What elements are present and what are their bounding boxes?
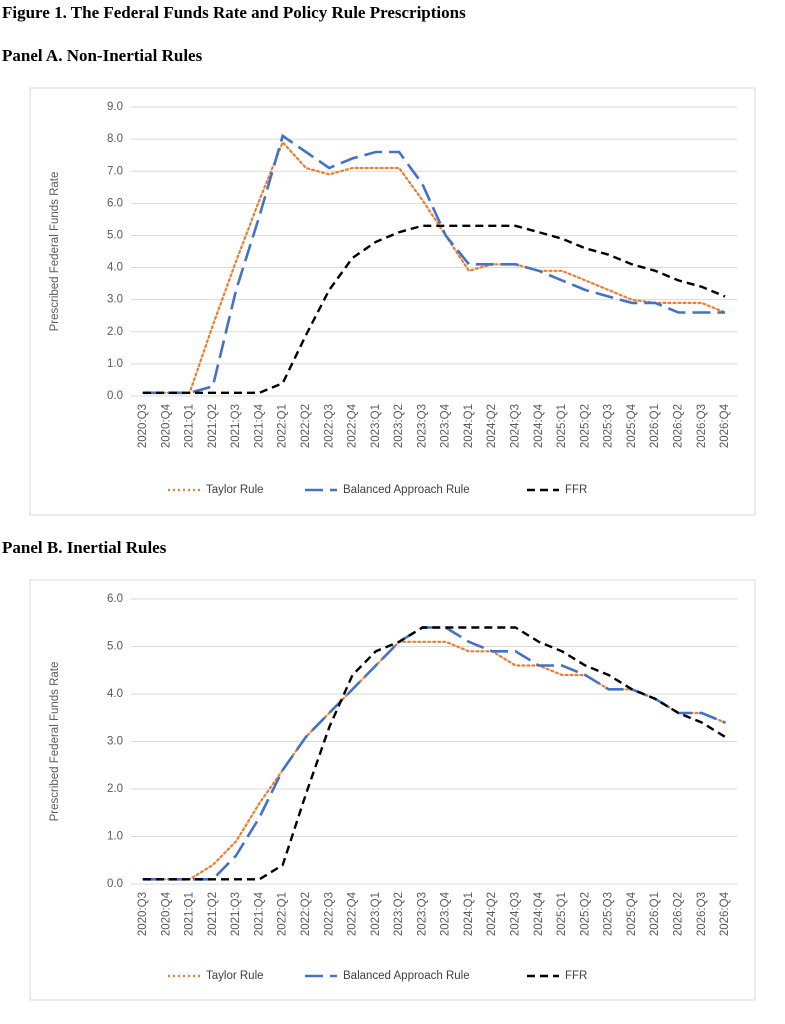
- legend-label: Balanced Approach Rule: [343, 970, 470, 982]
- x-tick-label: 2026:Q1: [649, 892, 661, 936]
- y-tick-label: 1.0: [107, 358, 123, 370]
- y-tick-label: 2.0: [107, 783, 123, 795]
- x-tick-label: 2020:Q3: [137, 892, 149, 936]
- y-axis-label: Prescribed Federal Funds Rate: [49, 172, 61, 332]
- x-tick-label: 2024:Q3: [510, 404, 522, 448]
- x-tick-label: 2025:Q2: [579, 892, 591, 936]
- series-line: [143, 626, 726, 881]
- x-tick-label: 2023:Q1: [370, 892, 382, 936]
- figure-title: Figure 1. The Federal Funds Rate and Pol…: [2, 3, 466, 22]
- x-tick-label: 2026:Q2: [672, 404, 684, 448]
- chart-frame: [29, 579, 756, 1001]
- x-tick-label: 2022:Q3: [323, 404, 335, 448]
- x-tick-label: 2022:Q2: [300, 404, 312, 448]
- x-tick-label: 2026:Q3: [696, 404, 708, 448]
- x-tick-label: 2021:Q2: [207, 892, 219, 936]
- y-tick-label: 4.0: [107, 688, 123, 700]
- x-tick-label: 2026:Q2: [672, 892, 684, 936]
- y-axis-label: Prescribed Federal Funds Rate: [49, 662, 61, 822]
- y-tick-label: 6.0: [107, 197, 123, 209]
- panel-title: Panel A. Non-Inertial Rules: [2, 46, 203, 65]
- x-tick-label: 2023:Q1: [370, 404, 382, 448]
- x-tick-label: 2025:Q4: [626, 891, 638, 936]
- y-tick-label: 6.0: [107, 593, 123, 605]
- x-tick-label: 2026:Q4: [719, 403, 731, 448]
- y-tick-label: 9.0: [107, 101, 123, 113]
- legend-label: Taylor Rule: [206, 970, 264, 982]
- legend-label: Balanced Approach Rule: [343, 484, 470, 496]
- x-tick-label: 2023:Q4: [440, 403, 452, 448]
- y-tick-label: 4.0: [107, 262, 123, 274]
- x-tick-label: 2024:Q4: [533, 891, 545, 936]
- x-tick-label: 2021:Q3: [230, 404, 242, 448]
- legend-label: FFR: [565, 484, 587, 496]
- x-tick-label: 2026:Q3: [696, 892, 708, 936]
- x-tick-label: 2023:Q2: [393, 892, 405, 936]
- x-tick-label: 2025:Q3: [603, 892, 615, 936]
- x-tick-label: 2022:Q1: [277, 404, 289, 448]
- x-tick-label: 2025:Q3: [603, 404, 615, 448]
- x-tick-label: 2022:Q4: [347, 891, 359, 936]
- x-tick-label: 2024:Q2: [486, 892, 498, 936]
- x-tick-label: 2021:Q2: [207, 404, 219, 448]
- x-tick-label: 2025:Q4: [626, 403, 638, 448]
- x-tick-label: 2022:Q2: [300, 892, 312, 936]
- x-tick-label: 2026:Q4: [719, 891, 731, 936]
- x-tick-label: 2023:Q4: [440, 891, 452, 936]
- x-tick-label: 2025:Q2: [579, 404, 591, 448]
- x-tick-label: 2024:Q1: [463, 404, 475, 448]
- x-tick-label: 2023:Q2: [393, 404, 405, 448]
- x-tick-label: 2021:Q1: [184, 404, 196, 448]
- x-tick-label: 2024:Q4: [533, 403, 545, 448]
- x-tick-label: 2022:Q4: [347, 403, 359, 448]
- y-tick-label: 8.0: [107, 133, 123, 145]
- y-tick-label: 3.0: [107, 294, 123, 306]
- series-line: [143, 224, 726, 394]
- legend-label: FFR: [565, 970, 587, 982]
- series-line: [143, 626, 726, 881]
- series-line: [141, 140, 727, 394]
- y-tick-label: 7.0: [107, 165, 123, 177]
- y-tick-label: 2.0: [107, 326, 123, 338]
- x-tick-label: 2024:Q2: [486, 404, 498, 448]
- series-line: [141, 640, 727, 881]
- x-tick-label: 2025:Q1: [556, 892, 568, 936]
- x-tick-label: 2022:Q3: [323, 892, 335, 936]
- y-tick-label: 0.0: [107, 390, 123, 402]
- x-tick-label: 2024:Q1: [463, 892, 475, 936]
- x-tick-label: 2021:Q1: [184, 892, 196, 936]
- x-tick-label: 2020:Q3: [137, 404, 149, 448]
- y-tick-label: 3.0: [107, 736, 123, 748]
- x-tick-label: 2020:Q4: [160, 891, 172, 936]
- legend-label: Taylor Rule: [206, 484, 264, 496]
- x-tick-label: 2022:Q1: [277, 892, 289, 936]
- x-tick-label: 2024:Q3: [510, 892, 522, 936]
- x-tick-label: 2021:Q3: [230, 892, 242, 936]
- panel-title: Panel B. Inertial Rules: [2, 538, 167, 557]
- y-tick-label: 5.0: [107, 229, 123, 241]
- x-tick-label: 2025:Q1: [556, 404, 568, 448]
- y-tick-label: 5.0: [107, 641, 123, 653]
- x-tick-label: 2023:Q3: [416, 892, 428, 936]
- y-tick-label: 1.0: [107, 831, 123, 843]
- x-tick-label: 2026:Q1: [649, 404, 661, 448]
- x-tick-label: 2021:Q4: [253, 403, 265, 448]
- series-line: [143, 133, 725, 395]
- y-tick-label: 0.0: [107, 878, 123, 890]
- x-tick-label: 2023:Q3: [416, 404, 428, 448]
- chart-frame: [29, 87, 756, 516]
- x-tick-label: 2021:Q4: [253, 891, 265, 936]
- x-tick-label: 2020:Q4: [160, 403, 172, 448]
